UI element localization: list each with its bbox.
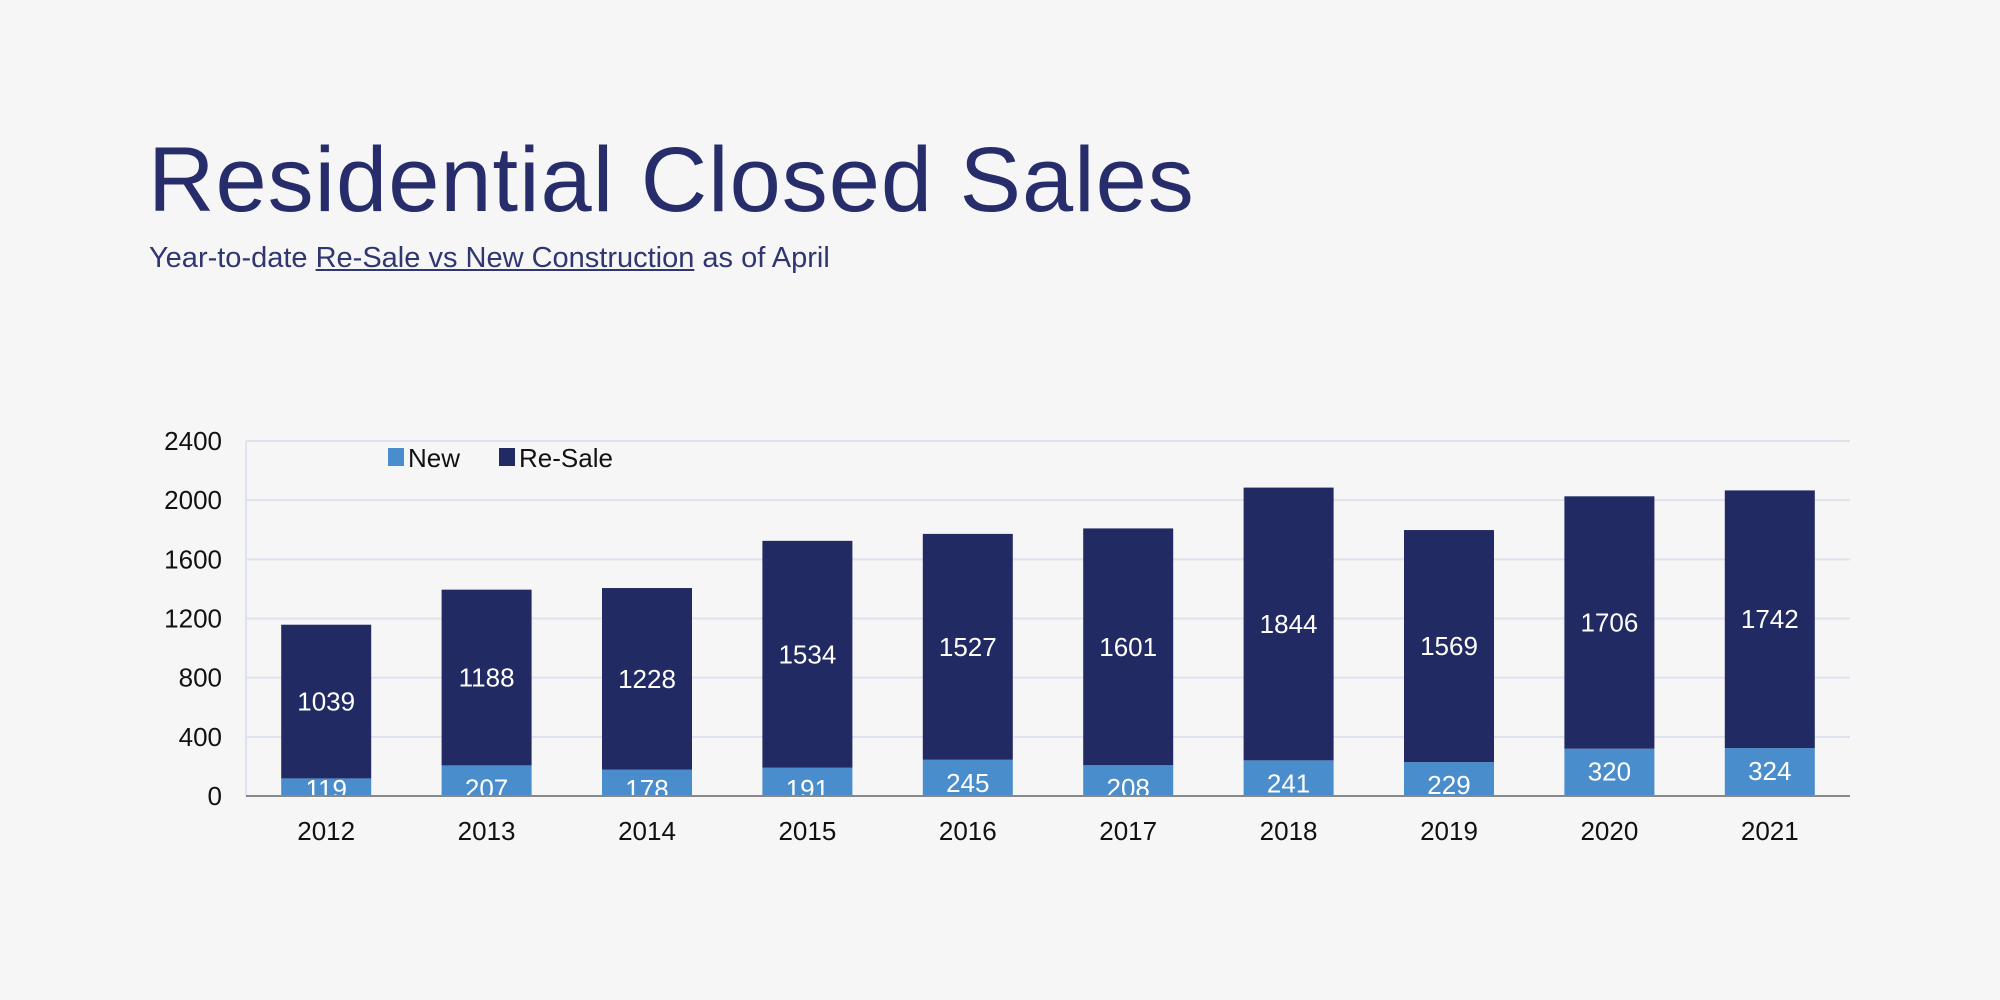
x-tick-label: 2017 xyxy=(1099,816,1157,846)
bar-re-sale-2013 xyxy=(441,589,532,766)
x-tick-label: 2018 xyxy=(1260,816,1318,846)
bar-new-2020 xyxy=(1564,748,1655,796)
bar-new-2012 xyxy=(281,778,372,796)
bar-new-2016 xyxy=(922,759,1013,796)
y-tick-label: 0 xyxy=(208,781,222,811)
data-label: 320 xyxy=(1588,757,1631,787)
data-label: 1706 xyxy=(1580,607,1638,637)
legend-swatch-re-sale xyxy=(499,448,515,466)
x-tick-label: 2013 xyxy=(458,816,516,846)
x-tick-label: 2014 xyxy=(618,816,676,846)
page-title: Residential Closed Sales xyxy=(148,129,1195,231)
bar-new-2013 xyxy=(441,765,532,796)
y-tick-label: 800 xyxy=(179,663,222,693)
subtitle-underlined: Re-Sale vs New Construction xyxy=(315,242,695,274)
data-label: 207 xyxy=(465,773,508,803)
x-tick-label: 2021 xyxy=(1741,816,1799,846)
data-label: 241 xyxy=(1267,768,1310,798)
data-label: 191 xyxy=(786,774,829,804)
data-label: 119 xyxy=(305,774,346,804)
page-subtitle: Year-to-date Re-Sale vs New Construction… xyxy=(149,242,830,275)
x-tick-label: 2012 xyxy=(297,816,355,846)
x-tick-label: 2020 xyxy=(1580,816,1638,846)
y-tick-label: 400 xyxy=(179,722,222,752)
bar-re-sale-2019 xyxy=(1404,530,1494,763)
bar-re-sale-2020 xyxy=(1564,496,1655,749)
data-label: 1742 xyxy=(1741,604,1799,634)
data-label: 245 xyxy=(946,768,989,798)
data-label: 324 xyxy=(1748,756,1791,786)
data-label: 1228 xyxy=(618,664,676,694)
legend-swatch-new xyxy=(388,448,404,466)
bar-re-sale-2012 xyxy=(281,624,372,779)
x-tick-label: 2019 xyxy=(1420,816,1478,846)
bar-re-sale-2015 xyxy=(762,540,853,768)
subtitle-suffix: as of April xyxy=(694,242,830,274)
data-label: 1569 xyxy=(1420,631,1478,661)
y-tick-label: 2400 xyxy=(164,426,222,456)
data-label: 1601 xyxy=(1099,632,1157,662)
data-label: 1534 xyxy=(778,639,836,669)
bar-re-sale-2021 xyxy=(1724,490,1815,749)
bar-new-2015 xyxy=(762,767,853,796)
y-tick-label: 1600 xyxy=(164,544,222,574)
data-label: 1844 xyxy=(1260,609,1318,639)
bar-new-2017 xyxy=(1083,765,1174,796)
x-tick-label: 2016 xyxy=(939,816,997,846)
data-label: 178 xyxy=(625,774,668,804)
bar-new-2018 xyxy=(1243,760,1334,796)
legend-label: Re-Sale xyxy=(519,443,613,473)
data-label: 1039 xyxy=(297,687,355,717)
bar-re-sale-2014 xyxy=(602,588,692,770)
subtitle-prefix: Year-to-date xyxy=(149,242,316,274)
data-label: 1527 xyxy=(939,632,997,662)
bar-new-2021 xyxy=(1724,748,1815,796)
data-label: 208 xyxy=(1107,773,1150,803)
y-tick-label: 2000 xyxy=(164,485,222,515)
data-label: 1188 xyxy=(459,663,515,693)
legend-label: New xyxy=(408,443,460,473)
bar-new-2014 xyxy=(602,769,692,796)
bar-re-sale-2016 xyxy=(922,533,1013,760)
y-tick-label: 1200 xyxy=(164,604,222,634)
x-tick-label: 2015 xyxy=(778,816,836,846)
bar-new-2019 xyxy=(1404,762,1494,796)
bar-re-sale-2018 xyxy=(1243,487,1334,761)
bar-re-sale-2017 xyxy=(1083,528,1174,766)
